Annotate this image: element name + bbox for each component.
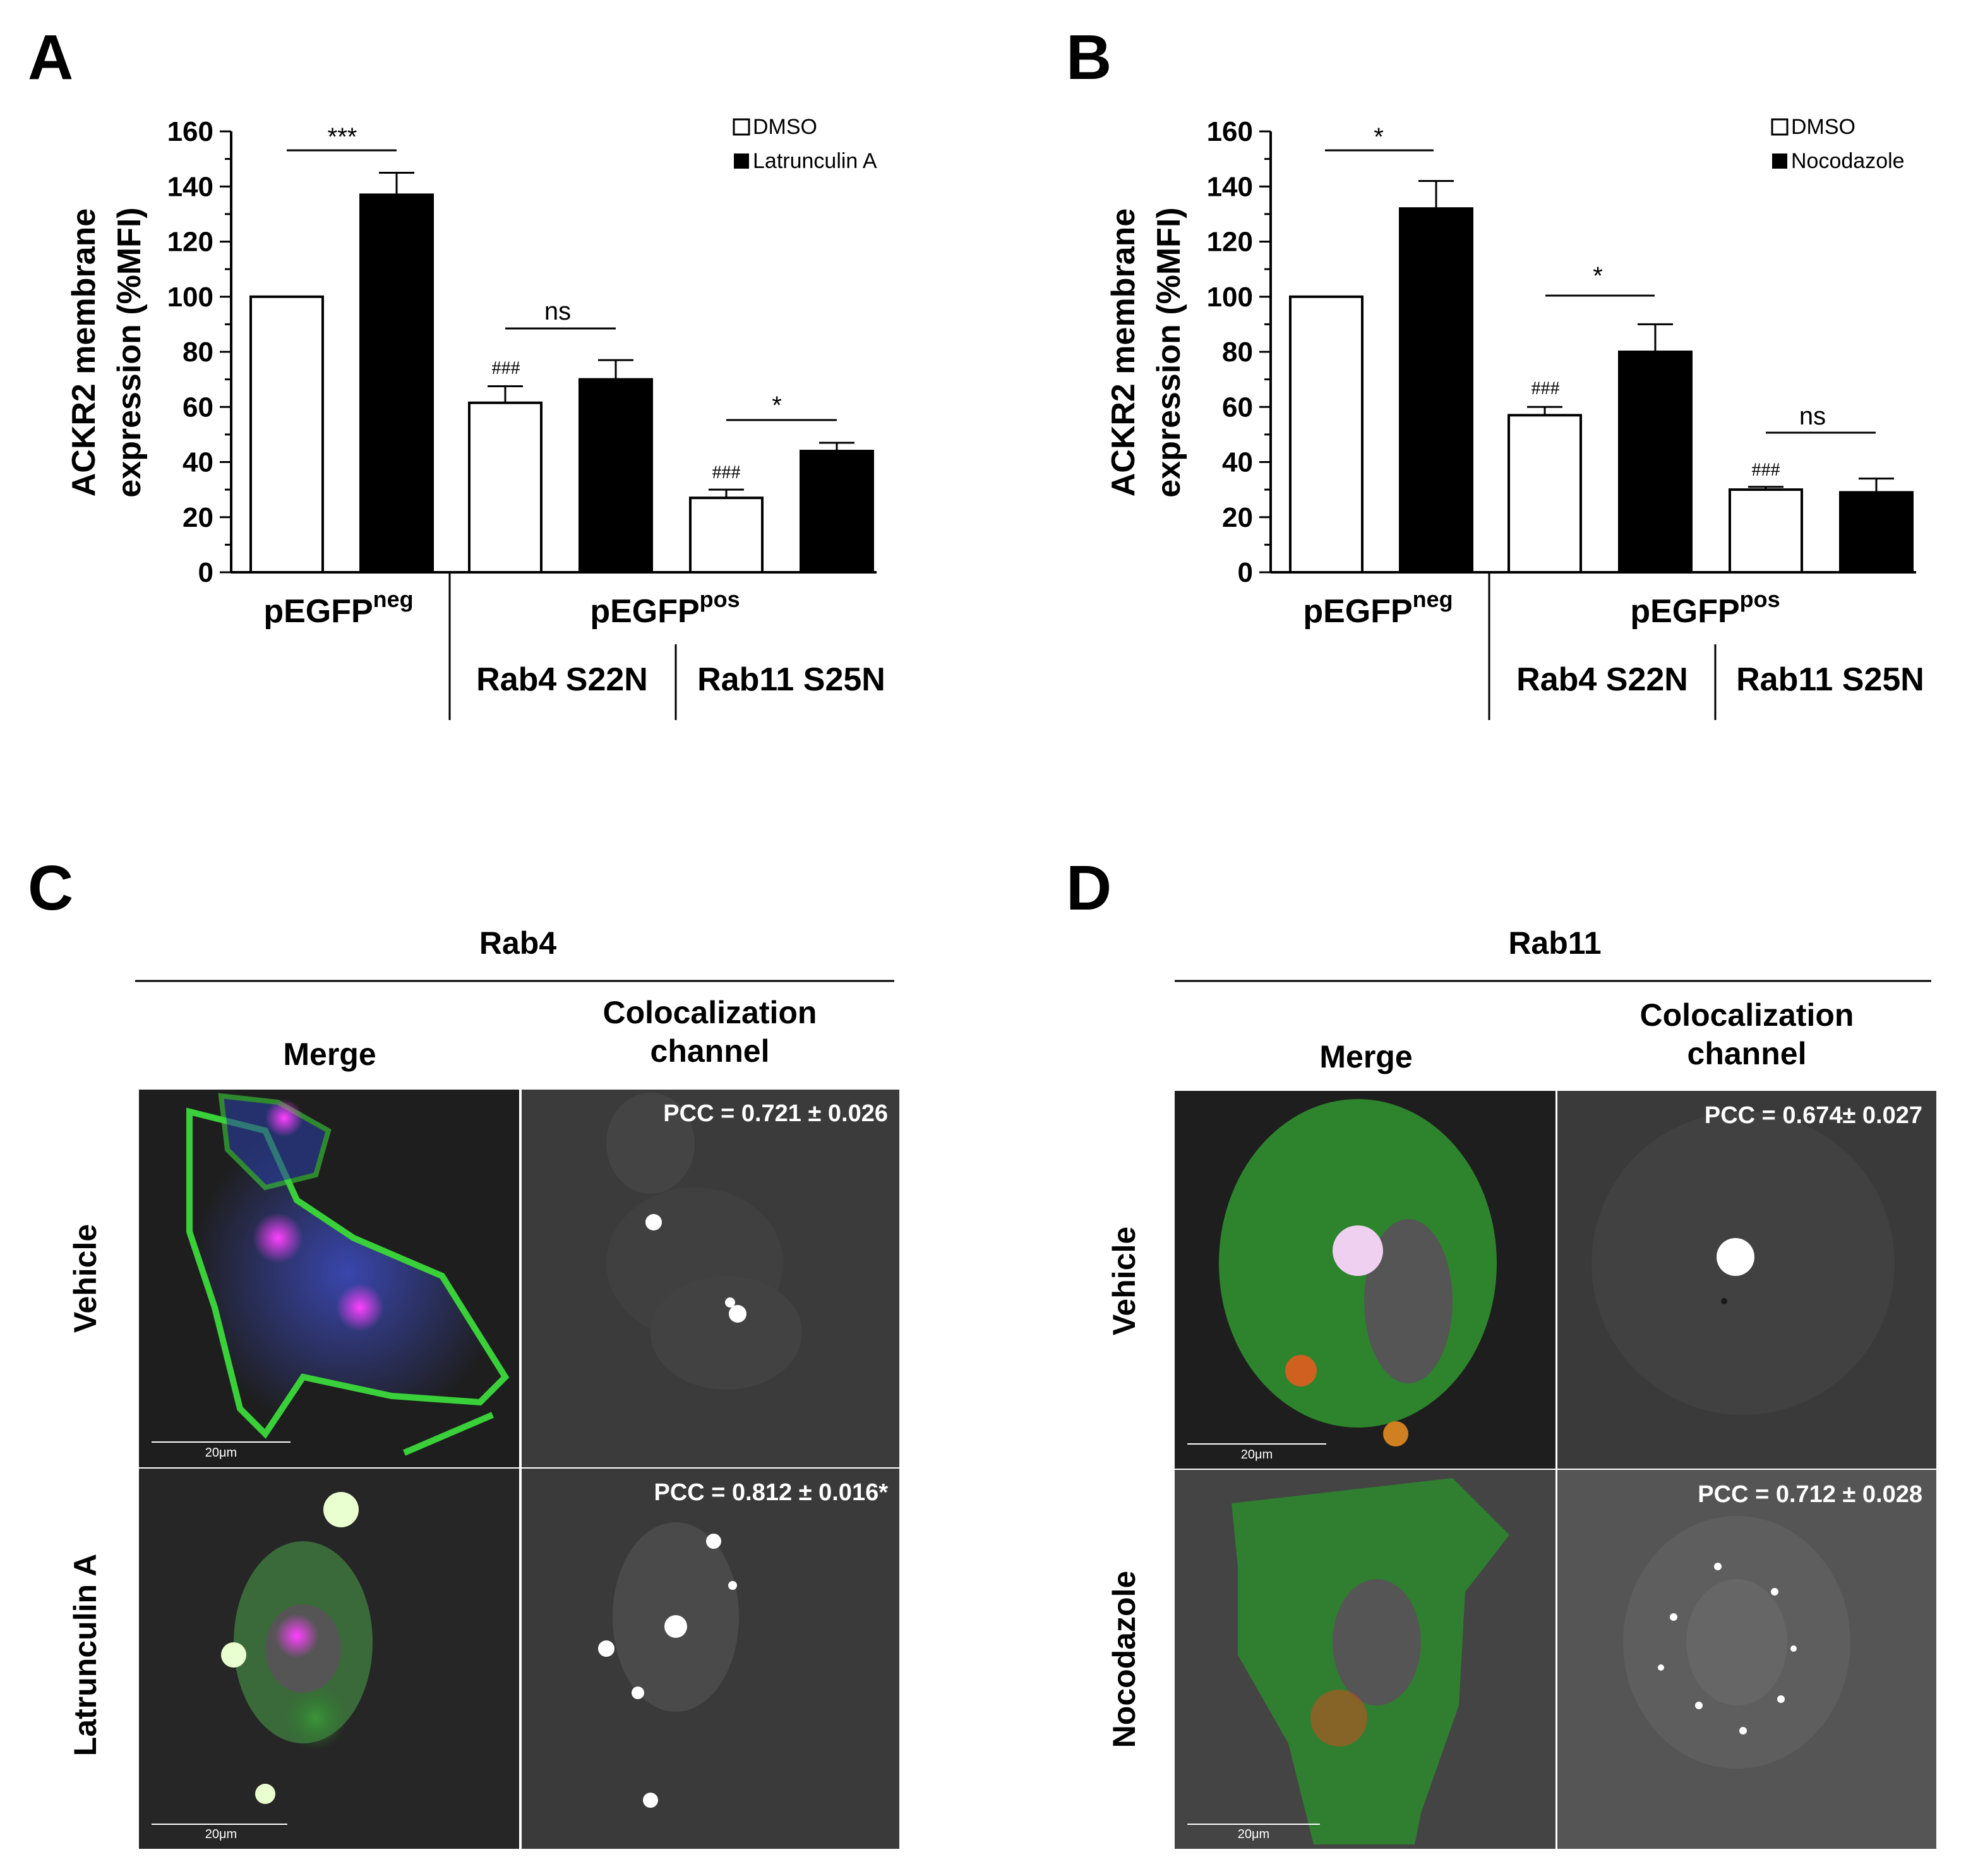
y-tick-label: 100 <box>167 282 213 313</box>
y-tick-label: 20 <box>183 502 213 533</box>
y-tick-label: 40 <box>183 447 213 478</box>
microscopy-panel-d: Rab11 Merge Colocalization channel Vehic… <box>1106 925 1936 1849</box>
row-header-nocodazole: Nocodazole <box>1106 1571 1142 1748</box>
y-tick-label: 0 <box>198 557 213 588</box>
hash-label: ### <box>1752 459 1780 480</box>
significance-label: ns <box>1799 402 1826 430</box>
legend-label-nocodazole: Nocodazole <box>1791 149 1905 173</box>
hash-label: ### <box>492 358 520 378</box>
micrograph-coloc-latrunculin: PCC = 0.812 ± 0.016* <box>522 1469 899 1849</box>
group-label-pegfp-neg: pEGFPneg <box>263 586 413 630</box>
y-tick-label: 0 <box>1238 557 1253 588</box>
micrograph-merge-vehicle: 20μm <box>139 1090 519 1467</box>
y-tick-label: 140 <box>1207 171 1253 202</box>
y-tick-label: 60 <box>1222 392 1253 423</box>
scale-bar-label: 20μm <box>1238 1827 1269 1841</box>
pcc-value: PCC = 0.721 ± 0.026 <box>663 1100 888 1127</box>
pcc-value: PCC = 0.674± 0.027 <box>1705 1102 1922 1129</box>
legend-swatch-dmso <box>1771 118 1789 136</box>
legend-label-dmso: DMSO <box>1791 115 1855 139</box>
panel-letter-b: B <box>1066 22 1112 93</box>
column-header-merge: Merge <box>1319 1039 1412 1074</box>
significance-label: * <box>772 392 782 419</box>
section-title-rab11: Rab11 <box>1508 925 1601 961</box>
row-header-vehicle: Vehicle <box>68 1224 103 1333</box>
row-header-latrunculin: Latrunculin A <box>68 1554 103 1756</box>
bar-dmso <box>1729 488 1803 574</box>
significance-label: * <box>1374 123 1384 151</box>
subgroup-label-rab4: Rab4 S22N <box>476 661 648 698</box>
hash-label: ### <box>712 462 741 483</box>
bar-dmso <box>468 401 542 574</box>
column-header-colocalization: Colocalization <box>603 995 817 1030</box>
panel-letter-d: D <box>1066 853 1112 923</box>
section-title-rab4: Rab4 <box>479 925 556 961</box>
panel-letter-c: C <box>28 853 73 923</box>
y-tick-label: 20 <box>1222 502 1253 533</box>
significance-label: * <box>1593 262 1603 290</box>
bar-treatment <box>1399 207 1473 574</box>
y-tick-label: 60 <box>183 392 213 423</box>
column-header-merge: Merge <box>283 1037 376 1072</box>
column-header-colocalization: Colocalization <box>1640 997 1854 1033</box>
bar-treatment <box>800 450 874 574</box>
subgroup-label-rab11: Rab11 S25N <box>1736 661 1924 698</box>
pcc-value: PCC = 0.712 ± 0.028 <box>1698 1481 1922 1508</box>
y-tick-label: 160 <box>167 116 213 147</box>
bar-treatment <box>1839 491 1914 574</box>
chart-b: ACKR2 membrane expression (%MFI) 0 20 40 60… <box>1105 115 1924 720</box>
chart-a: ACKR2 membrane expression (%MFI) 0 20 40 60… <box>66 115 885 720</box>
significance-label: ns <box>544 298 571 325</box>
bar-treatment <box>578 378 653 574</box>
scale-bar-label: 20μm <box>205 1827 237 1841</box>
y-tick-label: 120 <box>1207 227 1253 258</box>
micrograph-coloc-vehicle: PCC = 0.674± 0.027 <box>1557 1091 1936 1469</box>
legend-label-dmso: DMSO <box>753 115 817 139</box>
y-tick-label: 120 <box>167 227 213 258</box>
legend-swatch-latrunculin <box>734 153 749 169</box>
bar-treatment <box>1618 351 1693 574</box>
y-tick-label: 100 <box>1207 282 1253 313</box>
panel-letter-a: A <box>28 22 73 93</box>
y-tick-label: 40 <box>1222 447 1253 478</box>
micrograph-merge-vehicle: 20μm <box>1175 1091 1555 1469</box>
group-label-pegfp-pos: pEGFPpos <box>590 586 740 630</box>
row-header-vehicle: Vehicle <box>1106 1227 1142 1335</box>
pcc-value: PCC = 0.812 ± 0.016* <box>654 1479 889 1506</box>
scale-bar-label: 20μm <box>1241 1448 1273 1462</box>
y-axis-title-line2: expression (%MFI) <box>111 207 148 497</box>
legend-swatch-dmso <box>733 118 750 136</box>
subgroup-label-rab11: Rab11 S25N <box>697 661 885 698</box>
y-axis-title-line1: ACKR2 membrane <box>1105 208 1142 497</box>
legend-label-latrunculin: Latrunculin A <box>753 149 877 173</box>
micrograph-merge-latrunculin: 20μm <box>139 1469 519 1849</box>
microscopy-panel-c: Rab4 Merge Colocalization channel Vehicl… <box>68 925 899 1849</box>
bar-treatment <box>359 193 434 574</box>
micrograph-coloc-nocodazole: PCC = 0.712 ± 0.028 <box>1557 1470 1936 1849</box>
y-axis-title-line2: expression (%MFI) <box>1151 207 1187 497</box>
y-tick-label: 140 <box>167 171 213 202</box>
subgroup-label-rab4: Rab4 S22N <box>1516 661 1688 698</box>
y-tick-label: 80 <box>1222 337 1253 368</box>
scale-bar-label: 20μm <box>205 1446 237 1460</box>
bar-dmso <box>1507 414 1582 574</box>
group-label-pegfp-neg: pEGFPneg <box>1303 586 1453 630</box>
bar-dmso <box>249 295 324 574</box>
column-header-colocalization: channel <box>1687 1036 1807 1071</box>
bar-dmso <box>689 496 764 574</box>
y-tick-label: 80 <box>183 337 213 368</box>
micrograph-merge-nocodazole: 20μm <box>1175 1470 1555 1849</box>
y-tick-label: 160 <box>1207 116 1253 147</box>
plot-area: 0 20 40 60 80 100 120 140 160 <box>1207 116 1916 588</box>
bar-dmso <box>1289 295 1364 574</box>
significance-label: *** <box>328 123 357 151</box>
legend-swatch-nocodazole <box>1772 153 1787 169</box>
y-axis-title-line1: ACKR2 membrane <box>66 208 102 497</box>
micrograph-coloc-vehicle: PCC = 0.721 ± 0.026 <box>522 1090 899 1467</box>
hash-label: ### <box>1531 378 1560 399</box>
group-label-pegfp-pos: pEGFPpos <box>1630 586 1780 630</box>
plot-area: 0 20 40 60 80 100 120 140 160 <box>167 116 877 588</box>
column-header-colocalization: channel <box>650 1033 770 1069</box>
